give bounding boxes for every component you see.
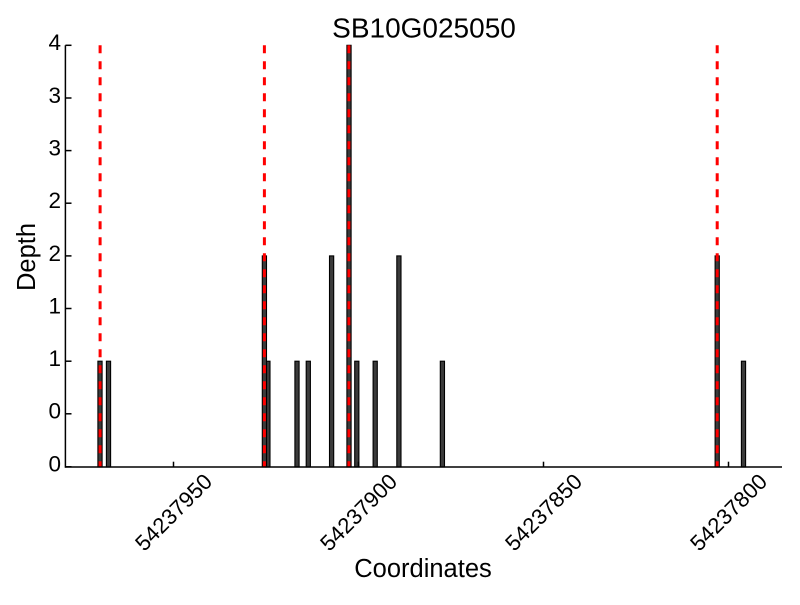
svg-text:Depth: Depth <box>13 223 41 291</box>
svg-text:0: 0 <box>48 451 61 476</box>
svg-text:2: 2 <box>48 241 61 266</box>
svg-text:0: 0 <box>48 399 61 424</box>
svg-text:1: 1 <box>48 346 61 371</box>
svg-text:3: 3 <box>48 136 61 161</box>
svg-text:4: 4 <box>48 30 61 55</box>
svg-text:Coordinates: Coordinates <box>354 555 492 583</box>
svg-text:1: 1 <box>48 293 61 318</box>
svg-text:SB10G025050: SB10G025050 <box>332 12 516 43</box>
svg-text:2: 2 <box>48 188 61 213</box>
svg-text:3: 3 <box>48 83 61 108</box>
